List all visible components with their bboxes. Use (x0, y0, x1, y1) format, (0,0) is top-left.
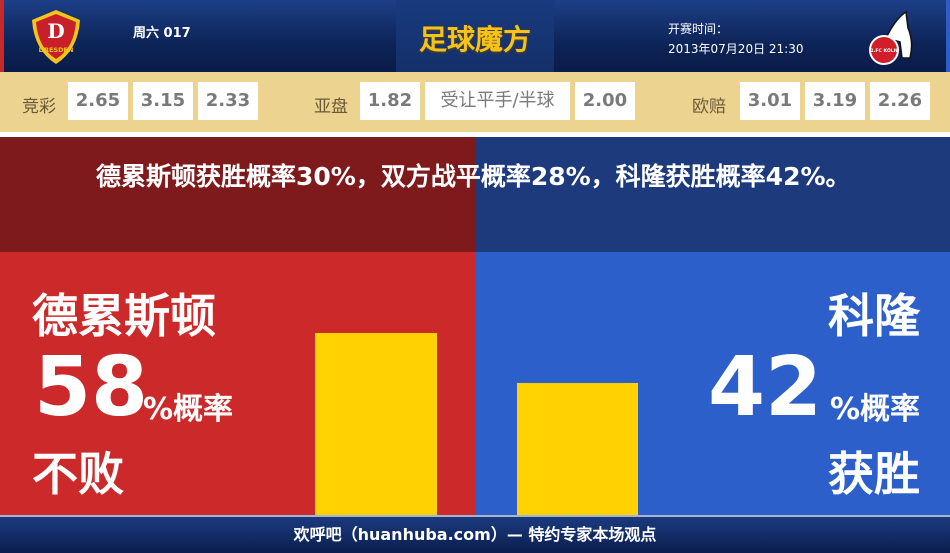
home-probability-bar (315, 333, 437, 515)
asian-label: 亚盘 (314, 97, 348, 117)
jingcai-odd: 2.33 (198, 82, 258, 120)
euro-label: 欧赔 (692, 97, 726, 117)
jingcai-odd: 3.15 (133, 82, 193, 120)
home-outcome: 不败 (32, 447, 124, 501)
svg-text:D: D (47, 19, 64, 43)
home-team-name: 德累斯顿 (32, 289, 216, 343)
euro-odd: 3.19 (805, 82, 865, 120)
home-percent: 58 (34, 340, 149, 435)
asian-handicap: 受让平手/半球 (425, 82, 570, 120)
koln-badge-icon: 1.FC KÖLN (869, 10, 913, 65)
home-badge-text: DRESDEN (39, 46, 74, 54)
footer-credit: 欢呼吧（huanhuba.com）— 特约专家本场观点 (0, 515, 950, 553)
asian-odd: 2.00 (575, 82, 635, 120)
away-team-name: 科隆 (828, 289, 920, 343)
away-badge-text: 1.FC KÖLN (870, 47, 897, 54)
dresden-badge-icon: D DRESDEN (32, 10, 80, 64)
kickoff-label: 开赛时间： (668, 22, 729, 36)
odds-bar: 竞彩 2.65 3.15 2.33 亚盘 1.82 受让平手/半球 2.00 欧… (0, 72, 950, 132)
jingcai-label: 竞彩 (22, 97, 56, 117)
home-percent-unit: %概率 (143, 392, 234, 427)
headline-text: 德累斯顿获胜概率30%，双方战平概率28%，科隆获胜概率42%。 (96, 162, 851, 191)
away-outcome: 获胜 (828, 447, 920, 501)
headline-panel: 德累斯顿获胜概率30%，双方战平概率28%，科隆获胜概率42%。 (0, 137, 950, 252)
home-panel: 德累斯顿 58 %概率 不败 (0, 252, 476, 515)
jingcai-odd: 2.65 (68, 82, 128, 120)
away-percent: 42 (708, 340, 823, 435)
asian-odd: 1.82 (360, 82, 420, 120)
kickoff-time: 2013年07月20日 21:30 (668, 42, 804, 56)
euro-odd: 3.01 (740, 82, 800, 120)
away-percent-unit: %概率 (829, 392, 920, 427)
title-panel (396, 0, 554, 72)
match-number: 周六 017 (133, 26, 191, 41)
app-title: 足球魔方 (418, 23, 531, 56)
away-probability-bar (517, 383, 638, 515)
away-panel: 科隆 42 %概率 获胜 (476, 252, 950, 515)
euro-odd: 2.26 (870, 82, 930, 120)
